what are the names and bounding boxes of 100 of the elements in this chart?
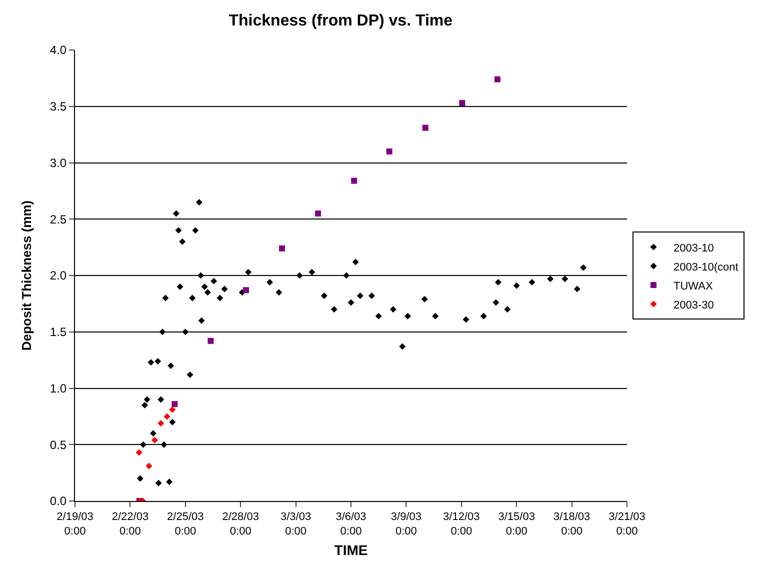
- point: [562, 276, 568, 282]
- point: [189, 294, 196, 302]
- point: [421, 296, 428, 302]
- point: [216, 294, 224, 302]
- point: [204, 289, 211, 296]
- point: [390, 306, 396, 313]
- point: [399, 343, 406, 350]
- point: [154, 358, 162, 364]
- point: [404, 312, 411, 320]
- point: [140, 441, 146, 448]
- point: [547, 276, 554, 282]
- point: [169, 406, 176, 413]
- point: [192, 227, 199, 234]
- point: [356, 292, 364, 300]
- point: [160, 441, 168, 448]
- point: [186, 371, 194, 378]
- point: [422, 124, 428, 131]
- point: [168, 362, 174, 369]
- point: [148, 359, 154, 366]
- point: [528, 279, 536, 286]
- chart-title: Thickness (from DP) vs. Time: [228, 12, 453, 30]
- point: [320, 292, 328, 300]
- x-tick-label: 3/15/03 0:00: [498, 511, 535, 538]
- y-tick-label: 1.0: [50, 381, 67, 396]
- point: [348, 299, 354, 306]
- legend-label: 2003-30: [674, 299, 714, 312]
- point: [197, 272, 204, 279]
- point: [136, 449, 142, 456]
- point: [159, 328, 166, 336]
- y-tick-label: 3.5: [50, 100, 67, 114]
- point: [169, 418, 176, 426]
- point: [201, 284, 208, 290]
- point: [480, 312, 487, 320]
- point: [176, 284, 184, 290]
- point: [368, 292, 375, 300]
- point: [179, 238, 186, 245]
- point: [166, 478, 173, 486]
- y-tick-label: 3.0: [50, 156, 67, 170]
- point: [574, 286, 580, 292]
- legend-label: 2003-10(cont: [674, 261, 738, 274]
- point: [315, 210, 322, 216]
- x-tick-label: 2/19/03 0:00: [56, 511, 94, 538]
- y-tick-label: 4.0: [50, 43, 67, 58]
- legend-label: 2003-10: [674, 242, 714, 254]
- y-tick-label: 0.0: [50, 494, 67, 508]
- point: [158, 396, 164, 403]
- y-axis-title: Deposit Thickness (mm): [18, 200, 34, 351]
- point: [172, 210, 180, 217]
- y-tick-label: 0.5: [50, 438, 67, 452]
- point: [276, 289, 282, 296]
- point: [210, 278, 218, 284]
- point: [308, 268, 316, 276]
- point: [208, 338, 214, 344]
- point: [386, 148, 392, 154]
- x-tick-label: 3/18/03 0:00: [553, 511, 590, 538]
- point: [245, 268, 252, 276]
- point: [492, 299, 500, 306]
- y-tick-label: 2.5: [50, 212, 67, 226]
- point: [146, 462, 152, 470]
- point: [494, 279, 502, 286]
- y-tick-label: 1.5: [50, 325, 67, 340]
- point: [494, 76, 500, 82]
- point: [175, 227, 182, 234]
- point: [513, 282, 520, 289]
- x-tick-label: 3/21/03 0:00: [608, 511, 646, 538]
- point: [155, 480, 162, 486]
- x-axis-title: TIME: [334, 542, 368, 558]
- point: [151, 436, 158, 444]
- point: [198, 317, 205, 324]
- point: [196, 198, 202, 206]
- point: [182, 328, 189, 336]
- point: [351, 178, 358, 184]
- point: [504, 306, 511, 313]
- point: [330, 306, 338, 313]
- point: [164, 413, 170, 420]
- y-tick-label: 2.0: [50, 268, 67, 283]
- point: [462, 316, 470, 323]
- point: [172, 401, 178, 408]
- x-tick-label: 2/28/03 0:00: [222, 511, 259, 538]
- point: [136, 475, 144, 482]
- point: [296, 272, 303, 279]
- x-tick-label: 3/12/03 0:00: [443, 511, 480, 538]
- x-tick-label: 3/6/03 0:00: [336, 511, 366, 538]
- point: [158, 420, 164, 426]
- point: [432, 312, 439, 320]
- point: [266, 279, 273, 286]
- point: [150, 430, 156, 437]
- x-tick-label: 3/9/03 0:00: [390, 511, 422, 538]
- x-tick-label: 2/22/03 0:00: [112, 511, 149, 538]
- x-tick-label: 3/3/03 0:00: [280, 511, 312, 538]
- x-tick-label: 2/25/03 0:00: [167, 511, 204, 538]
- point: [279, 245, 285, 252]
- point: [162, 294, 169, 302]
- point: [242, 287, 249, 294]
- point: [343, 272, 350, 279]
- point: [142, 402, 148, 408]
- point: [221, 286, 228, 292]
- legend-label: TUWAX: [674, 280, 714, 292]
- point: [144, 396, 150, 403]
- point: [375, 312, 382, 320]
